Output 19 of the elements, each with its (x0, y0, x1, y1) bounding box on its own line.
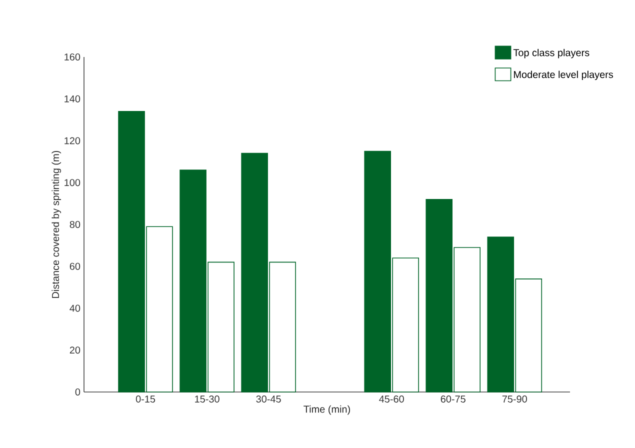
x-tick-label: 30-45 (256, 396, 281, 403)
legend-label: Top class players (513, 48, 590, 58)
x-tick-label: 0-15 (136, 396, 156, 403)
y-tick-label: 100 (64, 179, 80, 186)
x-tick-label: 60-75 (440, 396, 466, 403)
y-tick-label: 160 (64, 53, 80, 61)
x-axis-title: Time (min) (304, 405, 350, 415)
y-tick-label: 120 (64, 137, 80, 144)
y-tick-label: 80 (70, 220, 80, 228)
y-tick-label: 40 (70, 304, 80, 312)
x-tick-label: 75-90 (502, 396, 527, 403)
y-tick-label: 0 (75, 388, 80, 396)
y-axis-title: Distance covered by sprinting (m) (52, 150, 62, 298)
legend-label: Moderate level players (514, 70, 614, 80)
x-tick-label: 15-30 (195, 396, 220, 403)
y-tick-label: 140 (64, 95, 80, 102)
y-tick-label: 60 (70, 262, 80, 270)
x-tick-label: 45-60 (379, 396, 404, 403)
y-tick-label: 20 (70, 346, 80, 354)
